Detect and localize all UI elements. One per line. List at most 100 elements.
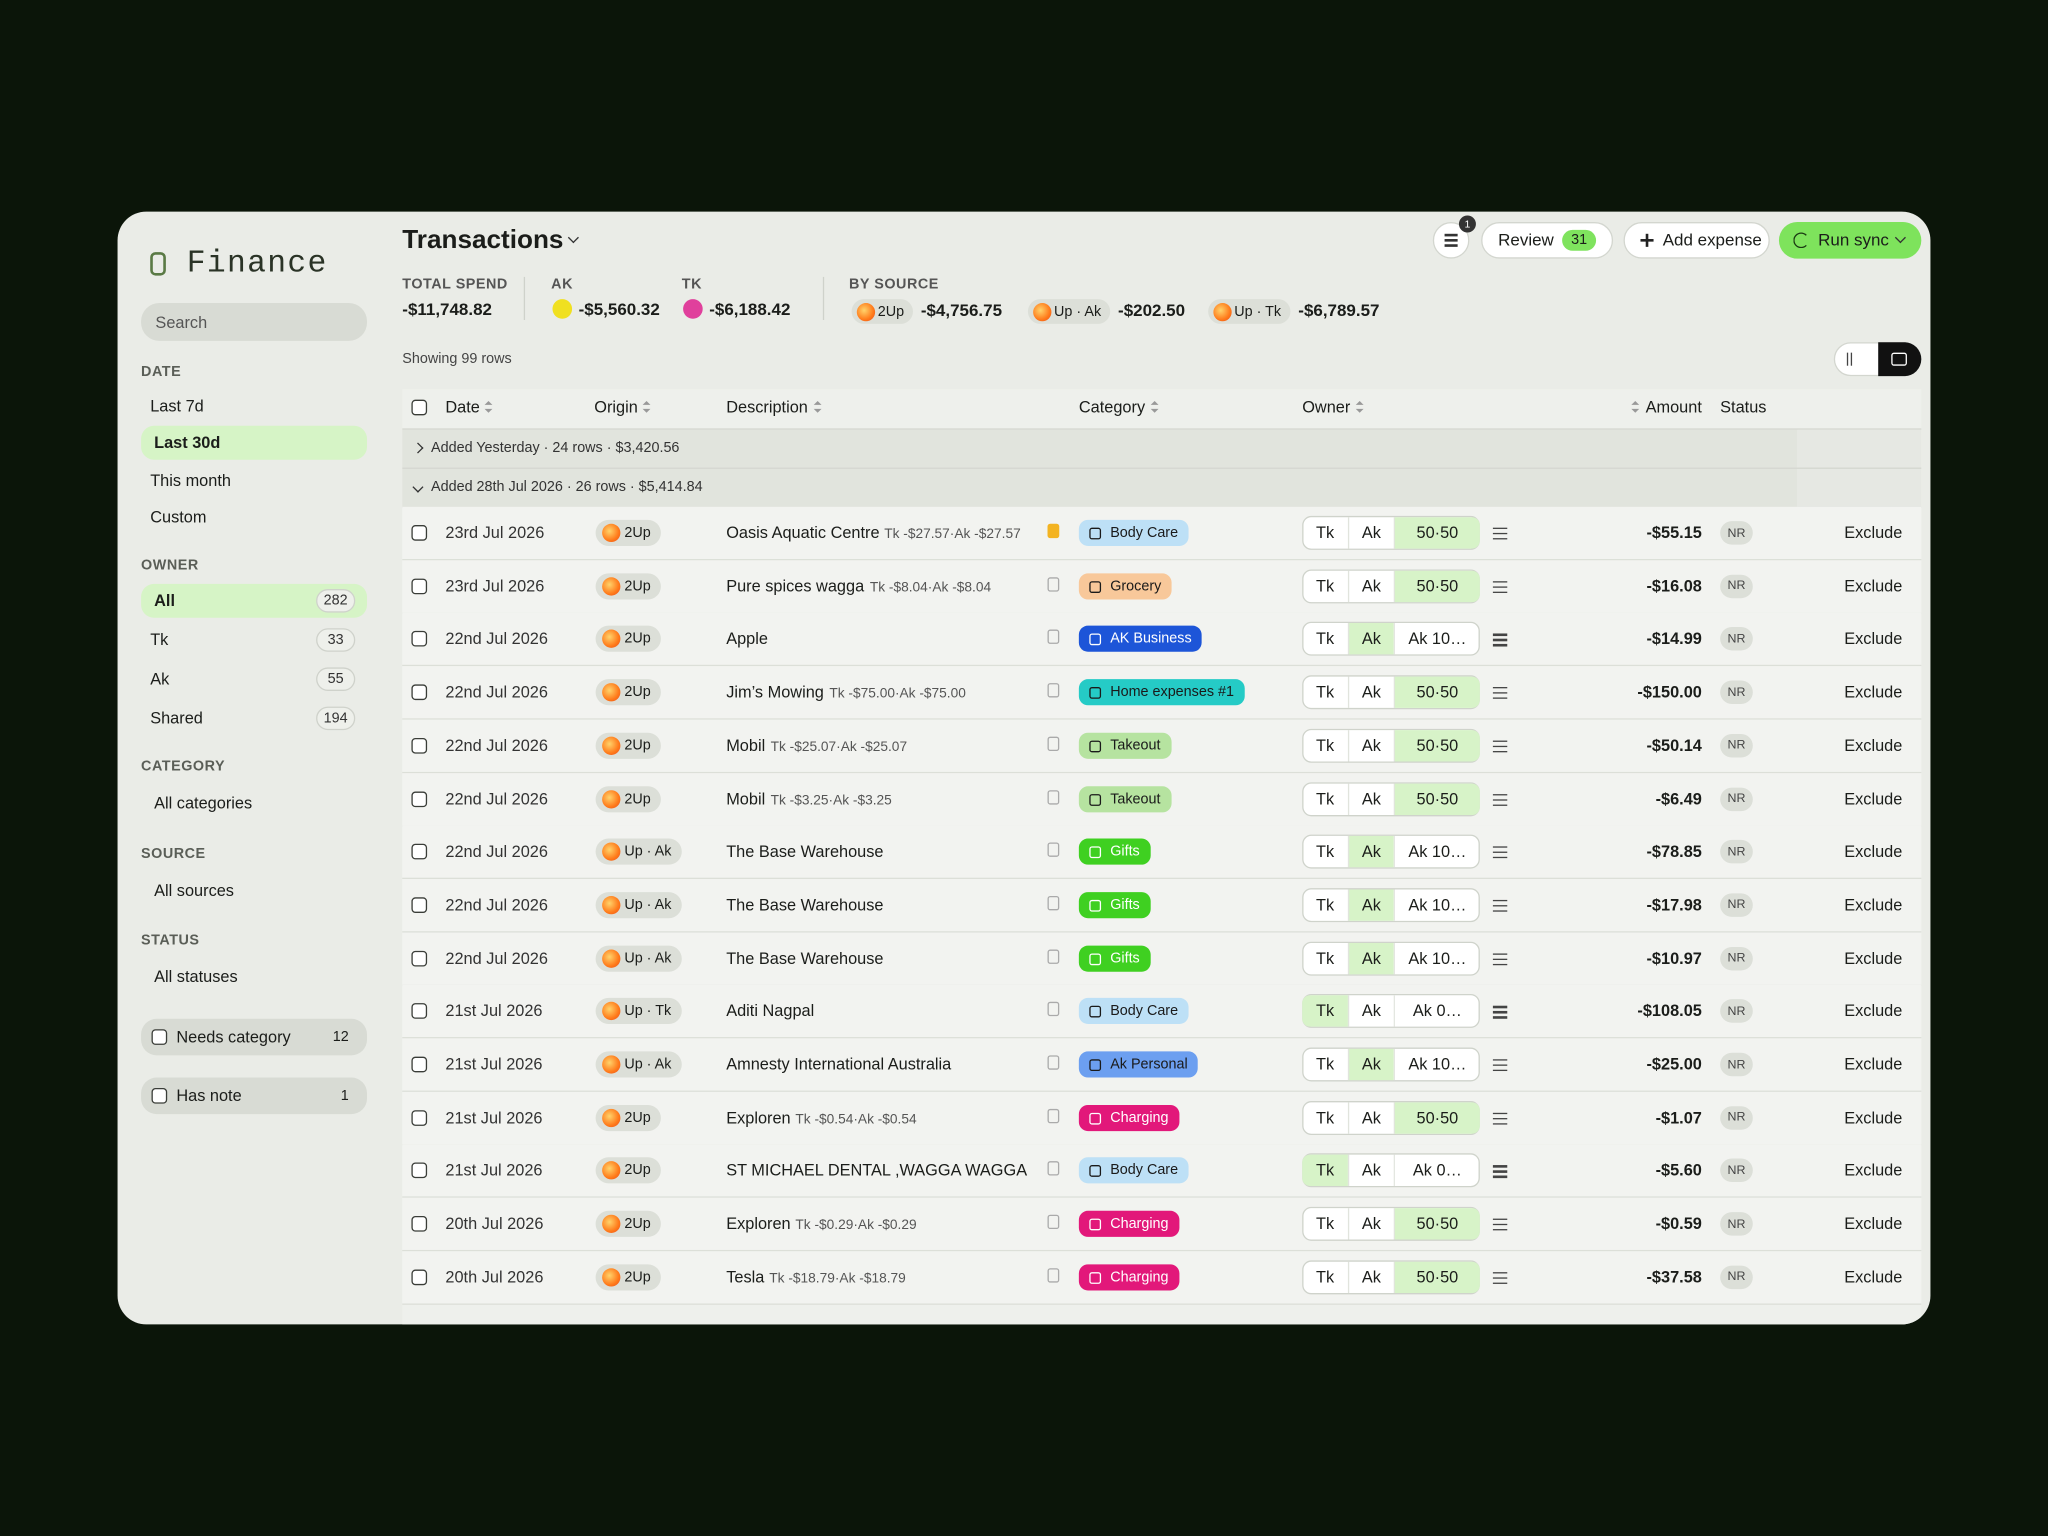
checkbox[interactable] <box>411 1003 428 1020</box>
exclude-button[interactable]: Exclude <box>1844 1055 1903 1074</box>
exclude-button[interactable]: Exclude <box>1844 842 1903 861</box>
filter-item[interactable]: Tk <box>150 630 169 650</box>
checkbox[interactable] <box>411 950 428 966</box>
owner-option[interactable]: Ak 10… <box>1393 623 1480 655</box>
owner-option[interactable]: Tk <box>1315 842 1335 861</box>
note-icon[interactable] <box>1047 895 1060 911</box>
filter-item[interactable]: All sources <box>154 881 234 900</box>
category-pill[interactable]: Grocery <box>1078 572 1172 600</box>
checkbox[interactable] <box>411 631 428 648</box>
note-icon[interactable] <box>1047 736 1060 751</box>
owner-option[interactable]: Ak <box>1347 623 1394 655</box>
column-header[interactable]: Description <box>726 398 808 417</box>
owner-option[interactable]: 50·50 <box>1393 1261 1480 1293</box>
owner-option[interactable]: Tk <box>1302 995 1348 1027</box>
owner-option[interactable]: Ak <box>1347 889 1394 921</box>
checkbox[interactable] <box>411 843 428 860</box>
note-icon[interactable] <box>1047 630 1060 645</box>
owner-option[interactable]: Tk <box>1315 949 1335 968</box>
checkbox[interactable] <box>411 737 428 754</box>
search-box[interactable] <box>141 303 368 341</box>
filter-item[interactable]: All categories <box>154 794 253 813</box>
column-header[interactable]: Date <box>445 398 480 417</box>
category-pill[interactable]: Gifts <box>1078 945 1151 972</box>
toggle-bg[interactable] <box>141 1077 368 1115</box>
filter-item[interactable]: Last 30d <box>154 433 221 452</box>
column-header[interactable]: Origin <box>594 398 638 417</box>
category-pill[interactable]: Gifts <box>1078 891 1151 919</box>
owner-option[interactable]: Ak <box>1347 942 1394 974</box>
owner-option[interactable]: Ak <box>1347 836 1394 868</box>
owner-option[interactable]: Ak <box>1347 517 1394 549</box>
owner-option[interactable]: Ak 10… <box>1393 836 1480 868</box>
owner-option[interactable]: Ak <box>1347 783 1394 815</box>
owner-option[interactable]: 50·50 <box>1393 783 1480 815</box>
exclude-button[interactable]: Exclude <box>1844 949 1903 968</box>
category-pill[interactable]: Body Care <box>1078 519 1189 546</box>
exclude-button[interactable]: Exclude <box>1844 1161 1903 1180</box>
note-icon[interactable] <box>1047 523 1060 539</box>
category-pill[interactable]: Gifts <box>1078 838 1151 865</box>
category-pill[interactable]: Home expenses #1 <box>1078 679 1245 706</box>
owner-option[interactable]: Tk <box>1315 1055 1335 1074</box>
group-row[interactable] <box>402 468 1798 507</box>
owner-option[interactable]: Tk <box>1315 1267 1335 1287</box>
owner-option[interactable]: Ak <box>1347 995 1394 1027</box>
note-icon[interactable] <box>1047 949 1060 964</box>
owner-option[interactable]: 50·50 <box>1393 570 1480 602</box>
owner-option[interactable]: Tk <box>1315 736 1335 755</box>
owner-option[interactable]: Tk <box>1315 789 1335 808</box>
note-icon[interactable] <box>1047 842 1060 858</box>
owner-option[interactable]: Tk <box>1315 1108 1335 1127</box>
column-header[interactable]: Owner <box>1302 398 1351 417</box>
category-pill[interactable]: Takeout <box>1078 785 1171 812</box>
category-pill[interactable]: Body Care <box>1078 998 1189 1025</box>
owner-option[interactable]: 50·50 <box>1393 1208 1480 1240</box>
note-icon[interactable] <box>1047 1108 1060 1123</box>
owner-option[interactable]: Tk <box>1315 683 1335 702</box>
filter-item[interactable]: This month <box>150 471 231 490</box>
note-icon[interactable] <box>1047 789 1060 804</box>
checkbox[interactable] <box>411 399 428 416</box>
category-pill[interactable]: Charging <box>1078 1104 1179 1131</box>
owner-option[interactable]: Ak 10… <box>1393 889 1480 921</box>
note-icon[interactable] <box>1047 1161 1060 1177</box>
owner-option[interactable]: Ak 0… <box>1393 1155 1480 1187</box>
exclude-button[interactable]: Exclude <box>1844 576 1903 596</box>
checkbox[interactable] <box>151 1087 168 1104</box>
category-pill[interactable]: AK Business <box>1078 626 1203 653</box>
owner-option[interactable]: Ak <box>1347 676 1394 709</box>
exclude-button[interactable]: Exclude <box>1844 683 1903 702</box>
filter-item[interactable]: Custom <box>150 508 207 527</box>
exclude-button[interactable]: Exclude <box>1844 1108 1903 1127</box>
checkbox[interactable] <box>411 1162 428 1179</box>
owner-option[interactable]: Tk <box>1315 630 1335 649</box>
owner-option[interactable]: 50·50 <box>1393 517 1480 549</box>
column-header[interactable]: Status <box>1720 398 1767 417</box>
owner-option[interactable]: Ak <box>1347 1048 1394 1081</box>
owner-option[interactable]: Tk <box>1302 1155 1348 1187</box>
owner-option[interactable]: Ak 0… <box>1393 995 1480 1027</box>
note-icon[interactable] <box>1047 1214 1060 1230</box>
filter-item[interactable]: Shared <box>150 709 203 728</box>
exclude-button[interactable]: Exclude <box>1844 736 1903 755</box>
owner-option[interactable]: 50·50 <box>1393 676 1480 709</box>
filter-item[interactable]: Ak <box>150 670 170 689</box>
exclude-button[interactable]: Exclude <box>1844 1267 1903 1287</box>
owner-option[interactable]: Tk <box>1315 576 1335 596</box>
exclude-button[interactable]: Exclude <box>1844 895 1903 915</box>
owner-option[interactable]: Tk <box>1315 523 1335 543</box>
category-pill[interactable]: Takeout <box>1078 732 1171 759</box>
checkbox[interactable] <box>151 1029 168 1045</box>
column-header[interactable]: Category <box>1078 398 1146 417</box>
checkbox[interactable] <box>411 525 428 541</box>
checkbox[interactable] <box>411 1056 428 1073</box>
owner-option[interactable]: Ak <box>1347 1101 1394 1134</box>
filter-item[interactable]: Last 7d <box>150 397 204 416</box>
category-pill[interactable]: Charging <box>1078 1264 1179 1291</box>
category-pill[interactable]: Ak Personal <box>1078 1051 1199 1078</box>
owner-option[interactable]: Ak <box>1347 1261 1394 1293</box>
note-icon[interactable] <box>1047 1002 1060 1017</box>
owner-option[interactable]: Tk <box>1315 1214 1335 1234</box>
filter-item[interactable]: All statuses <box>154 967 238 987</box>
